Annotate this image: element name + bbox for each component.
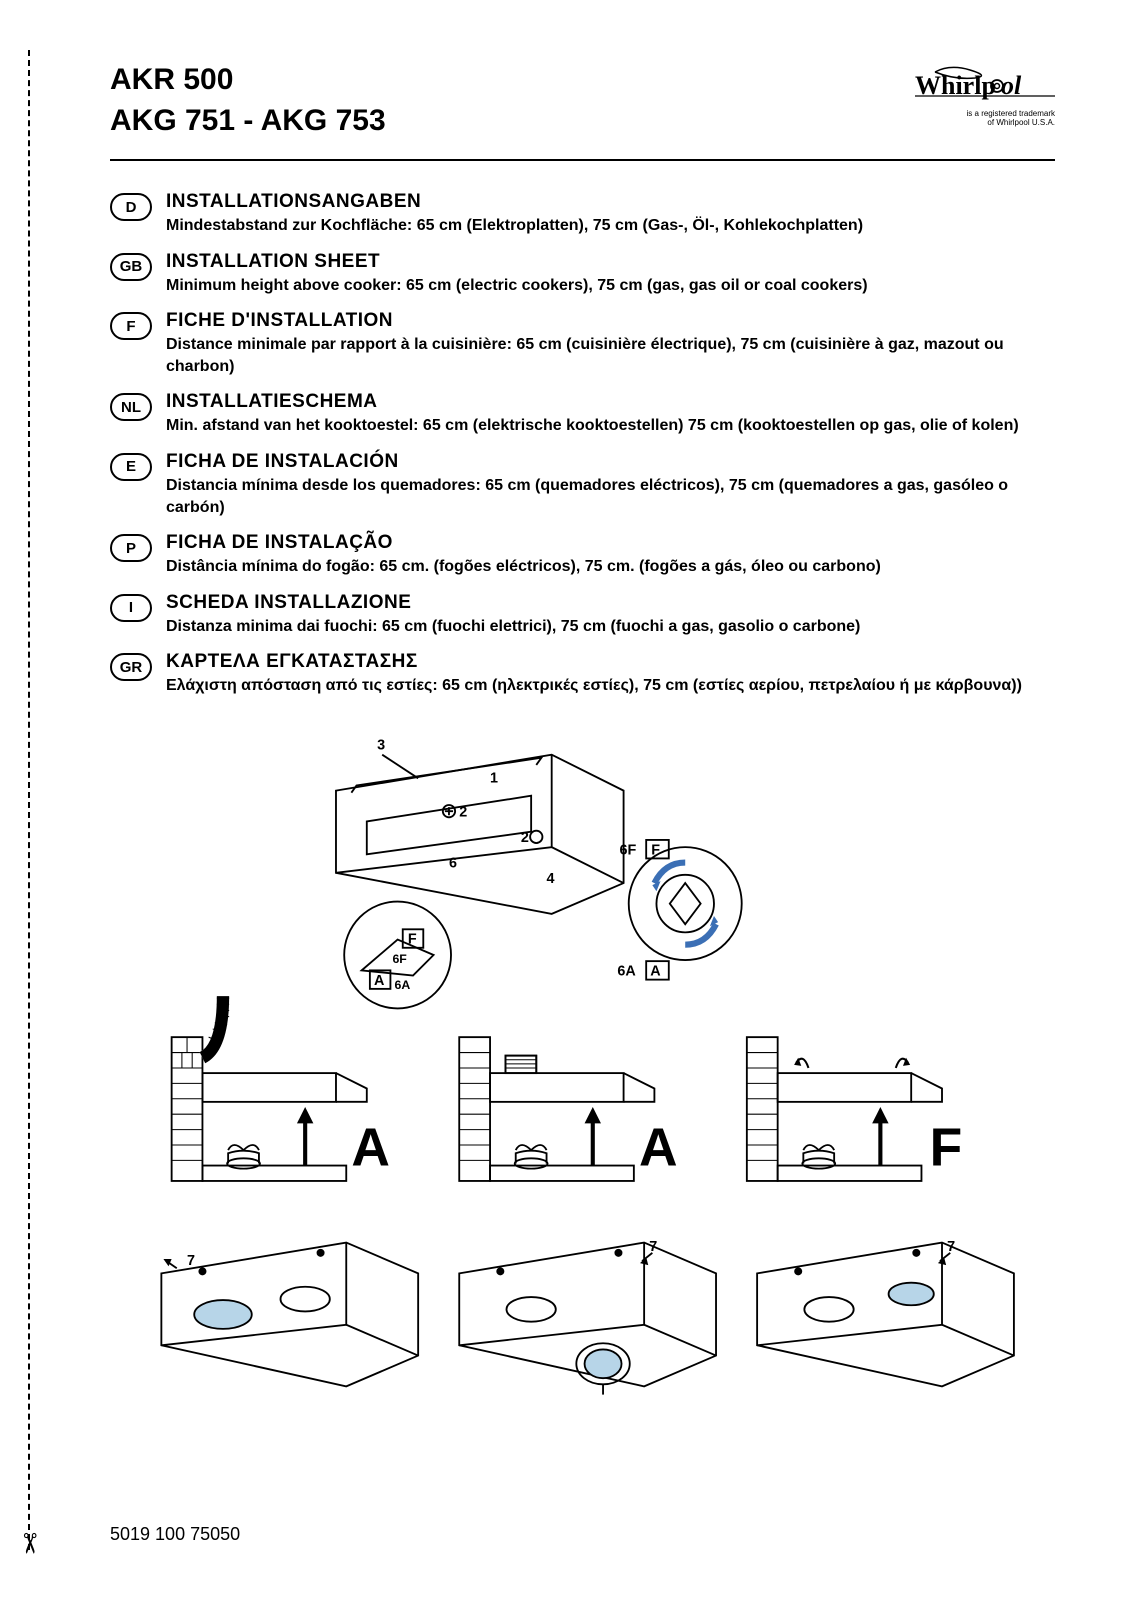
config-a2-icon: A: [459, 1037, 677, 1181]
entry-title: INSTALLATIONSANGABEN: [166, 191, 1055, 213]
knob-left-icon: F 6F A 6A: [344, 902, 451, 1009]
footer-code: 5019 100 75050: [110, 1524, 240, 1545]
lang-entry: I SCHEDA INSTALLAZIONEDistanza minima dai…: [110, 592, 1055, 638]
svg-text:F: F: [930, 1118, 963, 1177]
entry-text: Distancia mínima desde los quemadores: 6…: [166, 475, 1055, 518]
language-entries: D INSTALLATIONSANGABENMindestabstand zur …: [110, 191, 1055, 697]
callout-3: 3: [377, 737, 385, 753]
model-title: AKR 500 AKG 751 - AKG 753: [110, 60, 386, 141]
svg-text:7: 7: [649, 1239, 657, 1255]
entry-title: FICHE D'INSTALLATION: [166, 310, 1055, 332]
entry-title: FICHA DE INSTALAÇÃO: [166, 532, 1055, 554]
hood-iso-icon: 3 1 2 6 4 2: [336, 737, 624, 913]
entry-title: INSTALLATIESCHEMA: [166, 391, 1055, 413]
svg-text:6A: 6A: [617, 963, 635, 979]
entry-body: FICHA DE INSTALACIÓNDistancia mínima des…: [166, 451, 1055, 518]
knob-right-icon: 6F F 6A A: [617, 840, 741, 980]
callout-1: 1: [490, 770, 498, 786]
config-f-icon: F: [747, 1037, 962, 1181]
underside-1-icon: 7: [161, 1243, 418, 1387]
entry-text: Distância mínima do fogão: 65 cm. (fogõe…: [166, 556, 1055, 578]
installation-diagram: 3 1 2 6 4 2 6F F 6A A: [110, 729, 1055, 1397]
brand-logo: Whirlp ol: [915, 60, 1055, 110]
entry-body: FICHE D'INSTALLATIONDistance minimale pa…: [166, 310, 1055, 377]
svg-text:F: F: [651, 842, 660, 858]
lang-badge: F: [110, 312, 152, 340]
underside-3-icon: 7: [757, 1239, 1014, 1387]
scissors-icon: ✂: [13, 1532, 46, 1555]
lang-entry: NL INSTALLATIESCHEMAMin. afstand van het …: [110, 391, 1055, 437]
entry-title: ΚΑΡΤΕΛΑ ΕΓΚΑΤΑΣΤΑΣΗΣ: [166, 651, 1055, 673]
lang-entry: GB INSTALLATION SHEETMinimum height above…: [110, 251, 1055, 297]
entry-body: SCHEDA INSTALLAZIONEDistanza minima dai …: [166, 592, 1055, 638]
whirlpool-logo-icon: Whirlp ol: [915, 60, 1055, 102]
entry-text: Distance minimale par rapport à la cuisi…: [166, 334, 1055, 377]
entry-body: INSTALLATION SHEETMinimum height above c…: [166, 251, 1055, 297]
svg-text:7: 7: [947, 1239, 955, 1255]
entry-title: FICHA DE INSTALACIÓN: [166, 451, 1055, 473]
lang-entry: GR ΚΑΡΤΕΛΑ ΕΓΚΑΤΑΣΤΑΣΗΣΕλάχιστη απόσταση …: [110, 651, 1055, 697]
entry-text: Distanza minima dai fuochi: 65 cm (fuoch…: [166, 616, 1055, 638]
lang-badge: E: [110, 453, 152, 481]
header: AKR 500 AKG 751 - AKG 753 Whirlp ol is a…: [110, 60, 1055, 161]
entry-body: FICHA DE INSTALAÇÃODistância mínima do f…: [166, 532, 1055, 578]
callout-2a: 2: [459, 804, 467, 820]
callout-4: 4: [547, 871, 555, 887]
entry-title: INSTALLATION SHEET: [166, 251, 1055, 273]
svg-text:6F: 6F: [619, 842, 636, 858]
page-content: AKR 500 AKG 751 - AKG 753 Whirlp ol is a…: [0, 0, 1135, 1462]
brand-block: Whirlp ol is a registered trademark of W…: [915, 60, 1055, 128]
lang-badge: D: [110, 193, 152, 221]
callout-2b: 2: [521, 830, 529, 846]
lang-badge: NL: [110, 393, 152, 421]
lang-badge: GR: [110, 653, 152, 681]
entry-body: ΚΑΡΤΕΛΑ ΕΓΚΑΤΑΣΤΑΣΗΣΕλάχιστη απόσταση απ…: [166, 651, 1055, 697]
svg-text:A: A: [650, 963, 660, 979]
callout-6: 6: [449, 856, 457, 872]
cut-line: [28, 50, 30, 1550]
lang-entry: D INSTALLATIONSANGABENMindestabstand zur …: [110, 191, 1055, 237]
svg-text:A: A: [374, 973, 384, 989]
lang-badge: P: [110, 534, 152, 562]
entry-body: INSTALLATIONSANGABENMindestabstand zur K…: [166, 191, 1055, 237]
brand-sub-2: of Whirlpool U.S.A.: [915, 119, 1055, 128]
underside-2-icon: 7 8: [459, 1239, 716, 1397]
entry-text: Mindestabstand zur Kochfläche: 65 cm (El…: [166, 215, 1055, 237]
config-a1-icon: A: [172, 996, 390, 1181]
lang-entry: E FICHA DE INSTALACIÓNDistancia mínima de…: [110, 451, 1055, 518]
entry-body: INSTALLATIESCHEMAMin. afstand van het ko…: [166, 391, 1055, 437]
title-line-2: AKG 751 - AKG 753: [110, 101, 386, 142]
lang-badge: I: [110, 594, 152, 622]
lang-entry: F FICHE D'INSTALLATIONDistance minimale p…: [110, 310, 1055, 377]
lang-entry: P FICHA DE INSTALAÇÃODistância mínima do …: [110, 532, 1055, 578]
entry-text: Minimum height above cooker: 65 cm (elec…: [166, 275, 1055, 297]
svg-text:6A: 6A: [395, 978, 411, 992]
svg-text:6F: 6F: [392, 952, 407, 966]
entry-title: SCHEDA INSTALLAZIONE: [166, 592, 1055, 614]
svg-text:F: F: [408, 932, 417, 948]
lang-badge: GB: [110, 253, 152, 281]
svg-text:A: A: [639, 1118, 678, 1177]
title-line-1: AKR 500: [110, 60, 386, 101]
entry-text: Min. afstand van het kooktoestel: 65 cm …: [166, 415, 1055, 437]
svg-text:8: 8: [598, 1395, 606, 1397]
svg-text:7: 7: [187, 1253, 195, 1269]
entry-text: Ελάχιστη απόσταση από τις εστίες: 65 cm …: [166, 675, 1055, 697]
svg-text:A: A: [351, 1118, 390, 1177]
